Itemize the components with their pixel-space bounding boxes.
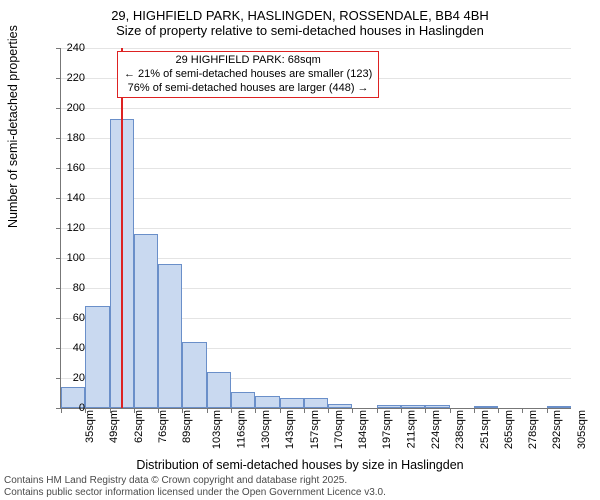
title-block: 29, HIGHFIELD PARK, HASLINGDEN, ROSSENDA… (0, 0, 600, 42)
xtick-label: 238sqm (454, 410, 466, 449)
gridline (61, 48, 571, 49)
xtick-mark (498, 408, 499, 413)
xtick-mark (352, 408, 353, 413)
ytick-label: 0 (45, 402, 85, 414)
histogram-bar (255, 396, 279, 408)
xtick-mark (377, 408, 378, 413)
gridline (61, 108, 571, 109)
xtick-mark (280, 408, 281, 413)
xtick-label: 49sqm (108, 410, 120, 443)
y-axis-label: Number of semi-detached properties (6, 25, 20, 228)
ytick-label: 160 (45, 162, 85, 174)
xtick-mark (255, 408, 256, 413)
xtick-label: 157sqm (309, 410, 321, 449)
title-line-2: Size of property relative to semi-detach… (0, 23, 600, 38)
x-axis-label: Distribution of semi-detached houses by … (0, 458, 600, 472)
ytick-label: 120 (45, 222, 85, 234)
ytick-label: 80 (45, 282, 85, 294)
xtick-mark (401, 408, 402, 413)
histogram-bar (304, 398, 328, 409)
histogram-bar (85, 306, 109, 408)
xtick-mark (328, 408, 329, 413)
histogram-bar (280, 398, 304, 409)
xtick-label: 278sqm (527, 410, 539, 449)
xtick-mark (547, 408, 548, 413)
ytick-label: 220 (45, 72, 85, 84)
xtick-label: 305sqm (576, 410, 588, 449)
xtick-label: 170sqm (333, 410, 345, 449)
xtick-mark (134, 408, 135, 413)
footer-line-1: Contains HM Land Registry data © Crown c… (4, 475, 386, 487)
ytick-label: 180 (45, 132, 85, 144)
xtick-label: 292sqm (552, 410, 564, 449)
xtick-label: 197sqm (382, 410, 394, 449)
ytick-label: 60 (45, 312, 85, 324)
marker-line (121, 48, 123, 408)
gridline (61, 228, 571, 229)
xtick-mark (231, 408, 232, 413)
xtick-label: 143sqm (284, 410, 296, 449)
ytick-label: 40 (45, 342, 85, 354)
xtick-label: 184sqm (357, 410, 369, 449)
xtick-label: 89sqm (181, 410, 193, 443)
ytick-label: 20 (45, 372, 85, 384)
xtick-mark (522, 408, 523, 413)
xtick-mark (425, 408, 426, 413)
annotation-box: 29 HIGHFIELD PARK: 68sqm ← 21% of semi-d… (117, 51, 379, 98)
xtick-label: 265sqm (503, 410, 515, 449)
histogram-bar (474, 406, 498, 408)
xtick-mark (158, 408, 159, 413)
xtick-mark (182, 408, 183, 413)
histogram-bar (158, 264, 182, 408)
ytick-label: 140 (45, 192, 85, 204)
footer: Contains HM Land Registry data © Crown c… (4, 475, 386, 498)
histogram-bar (547, 406, 571, 408)
footer-line-2: Contains public sector information licen… (4, 487, 386, 499)
xtick-mark (110, 408, 111, 413)
title-line-1: 29, HIGHFIELD PARK, HASLINGDEN, ROSSENDA… (0, 8, 600, 23)
histogram-bar (207, 372, 231, 408)
xtick-label: 130sqm (260, 410, 272, 449)
xtick-label: 76sqm (157, 410, 169, 443)
annotation-line-2: ← 21% of semi-detached houses are smalle… (124, 68, 372, 82)
histogram-bar (377, 405, 401, 408)
xtick-label: 103sqm (212, 410, 224, 449)
xtick-label: 251sqm (479, 410, 491, 449)
gridline (61, 198, 571, 199)
gridline (61, 168, 571, 169)
xtick-mark (450, 408, 451, 413)
xtick-mark (207, 408, 208, 413)
annotation-line-3: 76% of semi-detached houses are larger (… (124, 82, 372, 96)
histogram-bar (231, 392, 255, 409)
xtick-label: 35sqm (84, 410, 96, 443)
xtick-label: 224sqm (430, 410, 442, 449)
xtick-mark (304, 408, 305, 413)
ytick-label: 200 (45, 102, 85, 114)
chart-container: 29, HIGHFIELD PARK, HASLINGDEN, ROSSENDA… (0, 0, 600, 500)
histogram-bar (134, 234, 158, 408)
xtick-mark (85, 408, 86, 413)
histogram-bar (328, 404, 352, 409)
annotation-line-1: 29 HIGHFIELD PARK: 68sqm (124, 54, 372, 68)
xtick-label: 116sqm (235, 410, 247, 448)
xtick-label: 62sqm (133, 410, 145, 443)
xtick-mark (474, 408, 475, 413)
histogram-bar (401, 405, 425, 408)
ytick-label: 240 (45, 42, 85, 54)
plot-area: 35sqm49sqm62sqm76sqm89sqm103sqm116sqm130… (60, 48, 571, 409)
xtick-label: 211sqm (405, 410, 417, 448)
histogram-bar (182, 342, 206, 408)
ytick-label: 100 (45, 252, 85, 264)
histogram-bar (425, 405, 449, 408)
gridline (61, 138, 571, 139)
